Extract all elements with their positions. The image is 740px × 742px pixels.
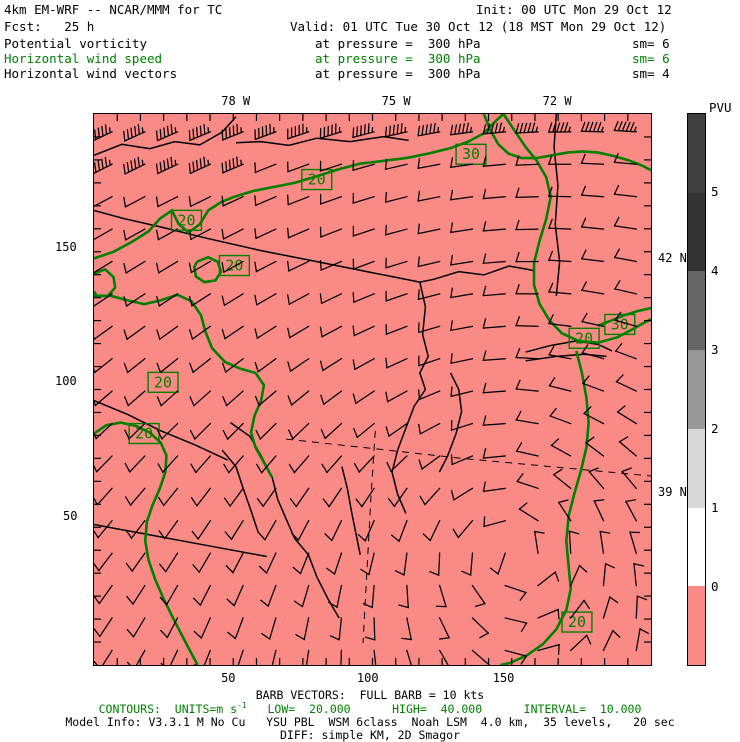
top-axis-label: 72 W xyxy=(543,94,572,108)
colorbar-tick: 4 xyxy=(711,263,719,278)
contour-label-text: 20 xyxy=(154,373,172,391)
left-axis-label: 100 xyxy=(55,374,77,388)
left-axis-label: 150 xyxy=(55,240,77,254)
colorbar-band xyxy=(688,586,705,665)
field-name-1: Horizontal wind speed xyxy=(4,52,162,65)
contour-label-text: 30 xyxy=(611,315,629,333)
colorbar-band xyxy=(688,350,705,429)
colorbar-tick: 5 xyxy=(711,184,719,199)
init-time: Init: 00 UTC Mon 29 Oct 12 xyxy=(476,3,672,16)
contour-legend: CONTOURS: UNITS=m s-1 LOW= 20.000 HIGH= … xyxy=(0,701,740,716)
contour-label-text: 20 xyxy=(568,613,586,631)
header-block: 4km EM-WRF -- NCAR/MMM for TC Init: 00 U… xyxy=(0,0,740,92)
contour-label-text: 30 xyxy=(462,145,480,163)
contour-units: CONTOURS: UNITS=m s xyxy=(99,702,237,716)
potential-vorticity-field: 20 20 20 30 20 20 30 20 20 xyxy=(94,114,651,665)
right-axis-label: 42 N xyxy=(658,251,687,265)
colorbar-band xyxy=(688,508,705,587)
forecast-hour: Fcst: 25 h xyxy=(4,20,94,33)
colorbar-tick: 2 xyxy=(711,421,719,436)
field-level-0: at pressure = 300 hPa xyxy=(315,37,481,50)
valid-time: Valid: 01 UTC Tue 30 Oct 12 (18 MST Mon … xyxy=(290,20,666,33)
barb-legend: BARB VECTORS: FULL BARB = 10 kts xyxy=(0,688,740,702)
field-sm-0: sm= 6 xyxy=(632,37,670,50)
contour-label-text: 20 xyxy=(177,211,195,229)
model-title: 4km EM-WRF -- NCAR/MMM for TC xyxy=(4,3,222,16)
colorbar-band xyxy=(688,429,705,508)
right-axis-label: 39 N xyxy=(658,485,687,499)
top-axis-label: 78 W xyxy=(221,94,250,108)
contour-range: LOW= 20.000 HIGH= 40.000 INTERVAL= 10.00… xyxy=(247,702,642,716)
contour-label-text: 20 xyxy=(225,257,243,275)
colorbar-tick: 0 xyxy=(711,579,719,594)
model-info: Model Info: V3.3.1 M No Cu YSU PBL WSM 6… xyxy=(0,715,740,729)
contour-label-text: 20 xyxy=(575,329,593,347)
colorbar-band xyxy=(688,193,705,272)
colorbar-band xyxy=(688,114,705,193)
field-level-2: at pressure = 300 hPa xyxy=(315,67,481,80)
field-name-0: Potential vorticity xyxy=(4,37,147,50)
bottom-axis-label: 150 xyxy=(493,671,515,685)
top-axis-label: 75 W xyxy=(382,94,411,108)
colorbar-band xyxy=(688,271,705,350)
left-axis-label: 50 xyxy=(63,509,77,523)
colorbar-title: PVU xyxy=(709,100,732,115)
colorbar-tick: 3 xyxy=(711,342,719,357)
contour-label-text: 20 xyxy=(135,425,153,443)
pv-colorbar[interactable] xyxy=(687,113,706,666)
field-sm-1: sm= 6 xyxy=(632,52,670,65)
field-level-1: at pressure = 300 hPa xyxy=(315,52,481,65)
bottom-axis-label: 100 xyxy=(357,671,379,685)
bottom-axis-label: 50 xyxy=(221,671,235,685)
field-name-2: Horizontal wind vectors xyxy=(4,67,177,80)
map-plot-area[interactable]: 20 20 20 30 20 20 30 20 20 xyxy=(93,113,652,666)
contour-label-text: 20 xyxy=(308,171,326,189)
contour-exponent: -1 xyxy=(237,701,247,710)
colorbar-tick: 1 xyxy=(711,500,719,515)
field-sm-2: sm= 4 xyxy=(632,67,670,80)
